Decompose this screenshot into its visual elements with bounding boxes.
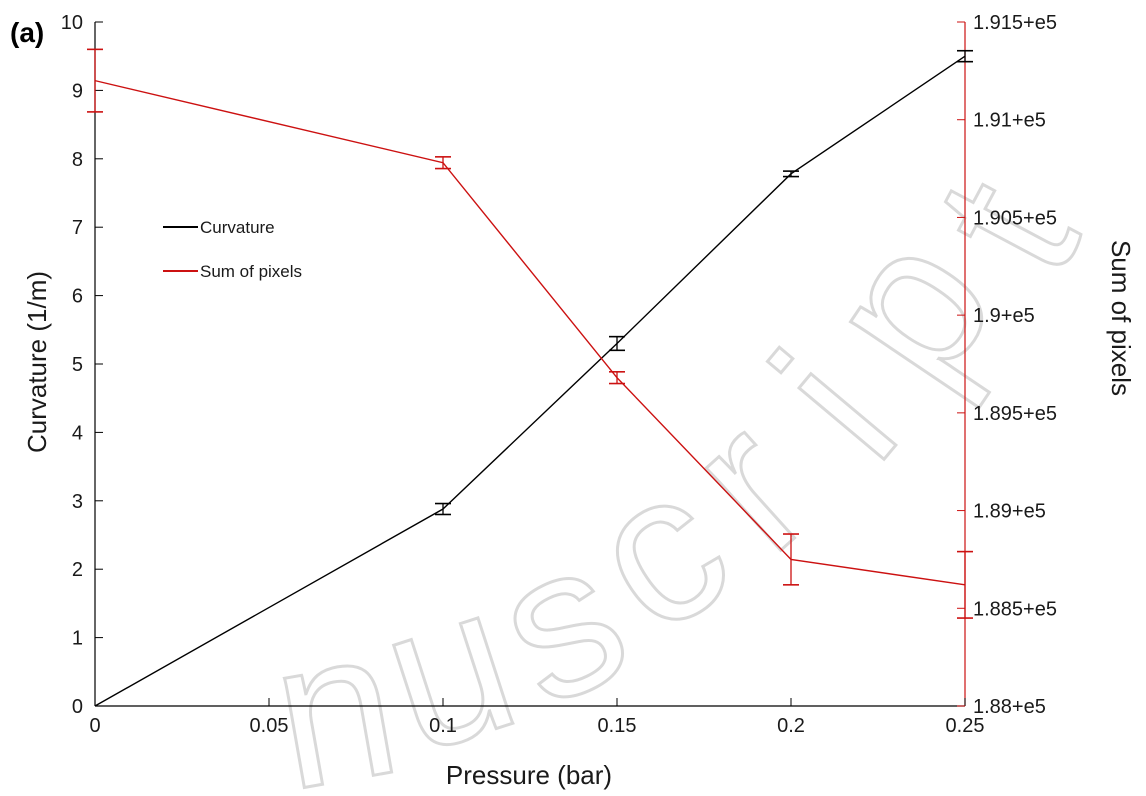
right-y-axis-title: Sum of pixels [1106,240,1136,396]
legend: Curvature Sum of pixels [163,218,302,281]
left-y-tick-label: 0 [72,696,83,718]
sum-of-pixels-error-bar [435,156,451,170]
left-y-tick-label: 4 [72,422,83,444]
x-tick-label: 0.25 [946,715,985,737]
right-y-tick-label: 1.91+e5 [973,110,1046,132]
right-y-tick-label: 1.9+e5 [973,305,1035,327]
x-axis-title: Pressure (bar) [446,760,612,790]
curvature-error-bar [783,170,799,178]
legend-label-curvature: Curvature [200,218,275,237]
left-y-tick-label: 10 [61,12,83,34]
left-y-tick-label: 8 [72,149,83,171]
left-y-tick-label: 9 [72,80,83,102]
series-layer [87,48,973,707]
x-tick-label: 0.05 [250,715,289,737]
left-y-tick-label: 2 [72,559,83,581]
left-y-tick-label: 1 [72,628,83,650]
sum-of-pixels-error-bar [957,550,973,619]
sum-of-pixels-error-bar [87,48,103,113]
sum-of-pixels-error-bar [783,533,799,586]
sum-of-pixels-error-bar [609,371,625,385]
right-y-tick-label: 1.905+e5 [973,207,1057,229]
x-tick-label: 0.1 [429,715,457,737]
curvature-error-bar [957,49,973,63]
x-tick-label: 0.2 [777,715,805,737]
x-tick-label: 0 [89,715,100,737]
right-y-tick-label: 1.895+e5 [973,403,1057,425]
x-axis-ticks: 0 0.05 0.1 0.15 0.2 0.25 [89,698,984,737]
left-y-tick-label: 5 [72,354,83,376]
left-y-axis-ticks: 0 1 2 3 4 5 6 7 8 9 10 [61,12,103,718]
legend-label-sum-of-pixels: Sum of pixels [200,262,302,281]
right-y-axis-ticks: 1.88+e5 1.885+e5 1.89+e5 1.895+e5 1.9+e5 1.90… [957,12,1057,718]
curvature-error-bar [435,502,451,516]
left-y-tick-label: 7 [72,217,83,239]
curvature-error-bar [609,335,625,352]
left-y-axis-title: Curvature (1/m) [22,271,52,453]
panel-label: (a) [10,17,44,48]
right-y-tick-label: 1.885+e5 [973,598,1057,620]
left-y-tick-label: 3 [72,491,83,513]
right-y-tick-label: 1.89+e5 [973,501,1046,523]
right-y-tick-label: 1.88+e5 [973,696,1046,718]
left-y-tick-label: 6 [72,286,83,308]
x-tick-label: 0.15 [598,715,637,737]
right-y-tick-label: 1.915+e5 [973,12,1057,34]
